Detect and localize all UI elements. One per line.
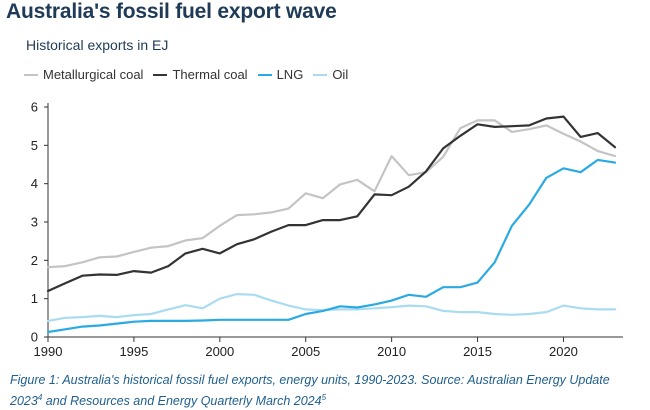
x-tick-label: 1990: [34, 344, 63, 359]
y-tick-label: 1: [31, 291, 38, 306]
caption-ref-5: 5: [321, 393, 327, 402]
caption-text-2: and Resources and Energy Quarterly March…: [42, 394, 322, 409]
legend-label-lng: LNG: [276, 67, 304, 82]
chart-axes: 0 1 2 3 4 5 6 1990 1995 2000 2005 2010 2015 2020: [31, 100, 623, 359]
x-tick-label: 1995: [119, 344, 148, 359]
caption-ref-4: 4: [37, 393, 43, 402]
series-line-oil: [46, 293, 617, 322]
x-tick-label: 2005: [291, 344, 320, 359]
x-tick-label: 2010: [377, 344, 406, 359]
legend-item-lng: LNG: [257, 67, 304, 82]
legend-label-oil: Oil: [332, 67, 349, 82]
x-tick-label: 2000: [205, 344, 234, 359]
chart-subtitle: Historical exports in EJ: [26, 37, 169, 53]
figure-caption: Figure 1: Australia's historical fossil …: [10, 372, 640, 410]
y-tick-label: 5: [31, 138, 38, 153]
chart-title: Australia's fossil fuel export wave: [6, 0, 337, 23]
legend-item-oil: Oil: [313, 67, 348, 82]
series-line-lng: [46, 158, 617, 334]
legend-label-metallurgical-coal: Metallurgical coal: [43, 67, 144, 82]
series-line-metallurgical-coal: [46, 119, 617, 269]
legend: Metallurgical coal Thermal coal LNG Oil: [24, 67, 358, 82]
y-tick-label: 4: [31, 176, 38, 191]
legend-swatch-oil: [313, 73, 328, 76]
legend-swatch-lng: [257, 73, 272, 76]
series-line-thermal-coal: [46, 115, 617, 293]
caption-text: Figure 1: Australia's historical fossil …: [10, 373, 610, 409]
chart-series-lines: [46, 115, 617, 334]
line-chart: 0 1 2 3 4 5 6 1990 1995 2000 2005 2010 2015 2020: [31, 100, 623, 359]
y-tick-label: 3: [31, 215, 38, 230]
y-tick-label: 6: [31, 100, 38, 115]
legend-swatch-thermal-coal: [153, 73, 168, 76]
x-tick-label: 2020: [549, 344, 578, 359]
legend-item-metallurgical-coal: Metallurgical coal: [24, 67, 143, 82]
y-tick-label: 2: [31, 253, 38, 268]
legend-label-thermal-coal: Thermal coal: [172, 67, 248, 82]
legend-swatch-metallurgical-coal: [24, 73, 38, 76]
legend-item-thermal-coal: Thermal coal: [153, 67, 248, 82]
x-tick-label: 2015: [463, 344, 492, 359]
y-tick-label: 0: [31, 330, 38, 345]
